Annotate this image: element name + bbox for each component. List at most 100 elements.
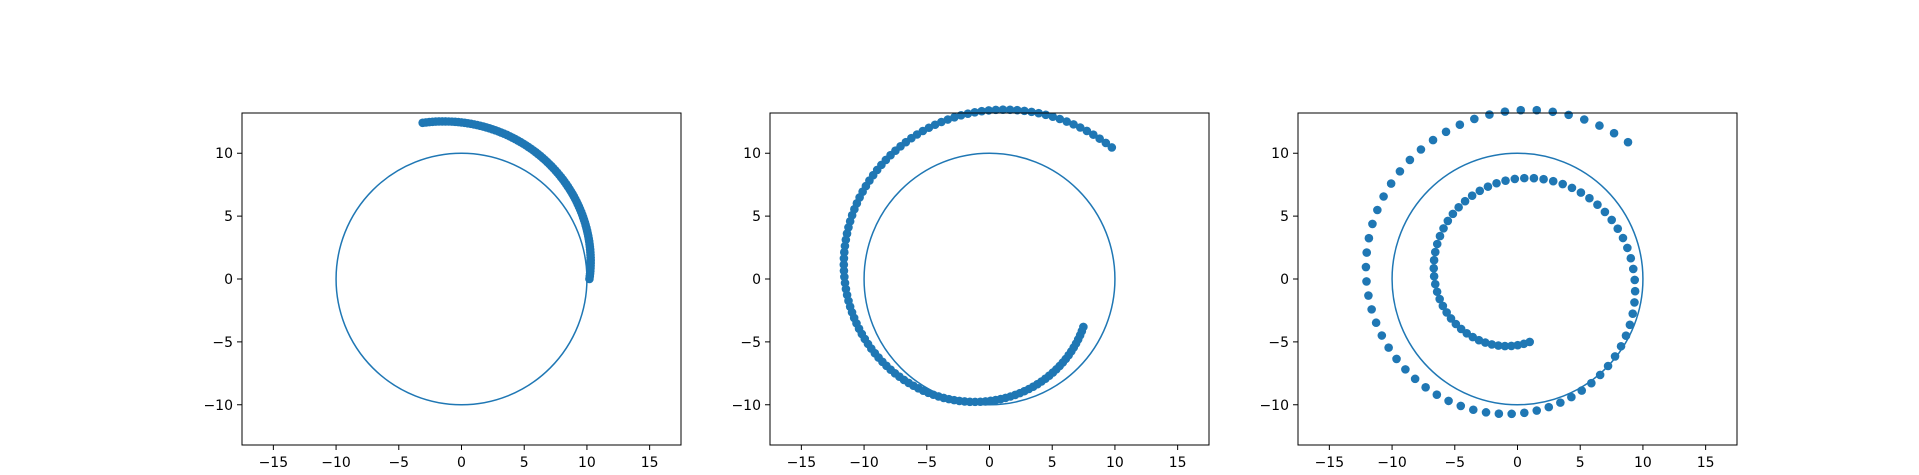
- scatter-point: [1544, 402, 1554, 412]
- scatter-point: [1623, 243, 1632, 253]
- scatter-point: [1362, 248, 1372, 257]
- scatter-point: [1630, 298, 1639, 307]
- scatter-point: [1621, 331, 1631, 341]
- scatter-series: [418, 117, 595, 284]
- scatter-point: [1481, 408, 1491, 417]
- y-tick-label: 5: [752, 209, 761, 225]
- scatter-point: [1405, 155, 1415, 165]
- scatter-point: [1410, 374, 1420, 384]
- scatter-point: [1438, 301, 1448, 311]
- scatter-point: [1507, 409, 1516, 419]
- scatter-point: [1494, 341, 1503, 350]
- scatter-point: [1577, 386, 1587, 395]
- y-tick-label: 0: [224, 272, 233, 288]
- scatter-point: [1079, 322, 1088, 332]
- scatter-point: [1468, 405, 1478, 415]
- scatter-point: [1454, 202, 1463, 212]
- scatter-point: [1416, 145, 1426, 154]
- scatter-point: [998, 105, 1008, 114]
- scatter-point: [1630, 275, 1640, 285]
- scatter-point: [1460, 196, 1470, 206]
- scatter-point: [1585, 193, 1594, 203]
- scatter-point: [1507, 341, 1516, 351]
- scatter-point: [1441, 127, 1451, 137]
- scatter-point: [839, 266, 849, 276]
- scatter-point: [1510, 174, 1520, 184]
- scatter-point: [1628, 309, 1638, 318]
- x-tick-label: −10: [321, 455, 351, 471]
- x-tick-label: −5: [1444, 455, 1465, 471]
- scatter-point: [1595, 121, 1604, 130]
- scatter-point: [943, 115, 953, 124]
- scatter-point: [1628, 264, 1638, 274]
- x-tick-label: 15: [1697, 455, 1715, 471]
- scatter-point: [1027, 107, 1036, 117]
- scatter-point: [1500, 107, 1510, 116]
- x-tick-label: −15: [259, 455, 289, 471]
- scatter-point: [1485, 110, 1494, 119]
- scatter-point: [1005, 105, 1015, 115]
- scatter-point: [1095, 134, 1104, 143]
- scatter-point: [418, 118, 427, 128]
- y-tick-label: 0: [1280, 272, 1289, 288]
- scatter-point: [1613, 224, 1623, 233]
- scatter-point: [1567, 392, 1576, 402]
- scatter-point: [1576, 188, 1586, 197]
- scatter-point: [1107, 143, 1117, 152]
- scatter-series: [839, 105, 1117, 407]
- subplot-1: −15 −10 −5 0 5 10 15 −10 −5 0 5 10: [203, 112, 682, 471]
- scatter-point: [1587, 378, 1596, 388]
- x-tick-label: 10: [1634, 455, 1652, 471]
- scatter-point: [1558, 179, 1567, 189]
- y-tick-label: −5: [1268, 335, 1289, 351]
- scatter-point: [1556, 398, 1565, 407]
- scatter-point: [1529, 173, 1539, 183]
- scatter-point: [1456, 401, 1466, 411]
- scatter-point: [1519, 173, 1529, 183]
- scatter-point: [1481, 338, 1490, 347]
- scatter-point: [1609, 128, 1619, 138]
- scatter-point: [950, 112, 959, 122]
- scatter-point: [1630, 286, 1640, 296]
- y-tick-label: 5: [1280, 209, 1289, 225]
- scatter-point: [1443, 216, 1453, 226]
- scatter-point: [1548, 176, 1558, 186]
- y-tick-label: 5: [224, 209, 233, 225]
- scatter-point: [1603, 361, 1613, 371]
- scatter-point: [1625, 320, 1635, 330]
- scatter-point: [1364, 291, 1373, 300]
- scatter-point: [1579, 115, 1589, 124]
- scatter-point: [1475, 186, 1485, 196]
- scatter-point: [1532, 406, 1542, 415]
- scatter-point: [1520, 408, 1529, 418]
- scatter-point: [1012, 105, 1022, 115]
- scatter-point: [1361, 262, 1371, 272]
- scatter-point: [1432, 239, 1442, 249]
- scatter-point: [839, 260, 849, 269]
- subplot-2: −15 −10 −5 0 5 10 15 −10 −5 0 5 10: [731, 105, 1210, 471]
- y-tick-label: −10: [1259, 398, 1289, 414]
- scatter-point: [1516, 105, 1526, 115]
- x-tick-label: −15: [1315, 455, 1345, 471]
- scatter-point: [1386, 179, 1396, 188]
- scatter-point: [1367, 305, 1376, 314]
- x-tick-label: 10: [1106, 455, 1124, 471]
- scatter-point: [1082, 126, 1092, 136]
- x-tick-label: 10: [578, 455, 596, 471]
- scatter-point: [1593, 200, 1602, 209]
- scatter-point: [963, 109, 973, 118]
- scatter-point: [1395, 167, 1405, 176]
- scatter-point: [1500, 341, 1510, 351]
- scatter-point: [970, 107, 980, 117]
- scatter-point: [1368, 219, 1377, 229]
- scatter-point: [839, 254, 849, 263]
- scatter-point: [1470, 114, 1479, 124]
- scatter-point: [1448, 209, 1458, 219]
- scatter-point: [1379, 192, 1388, 201]
- x-tick-label: 5: [1048, 455, 1057, 471]
- scatter-point: [1392, 354, 1401, 364]
- x-tick-label: 5: [520, 455, 529, 471]
- x-tick-label: −5: [916, 455, 937, 471]
- scatter-point: [1373, 205, 1382, 215]
